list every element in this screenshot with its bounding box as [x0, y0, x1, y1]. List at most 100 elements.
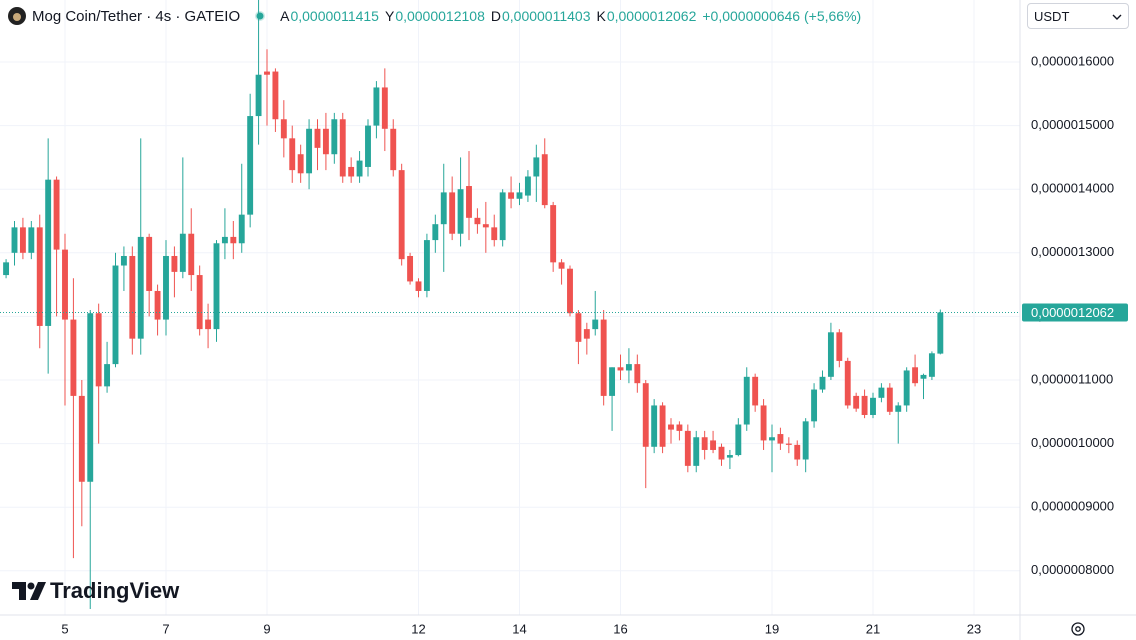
- candle-body: [701, 437, 708, 450]
- candle-body: [508, 192, 515, 199]
- candle-body: [365, 125, 371, 167]
- candle-body: [516, 192, 523, 199]
- candle-body: [676, 424, 683, 431]
- currency-select[interactable]: USDT: [1027, 3, 1129, 29]
- candle-body: [642, 383, 649, 447]
- candle-body: [844, 360, 851, 406]
- candle-body: [297, 154, 304, 174]
- candle-body: [802, 421, 809, 460]
- candle-body: [592, 319, 599, 330]
- candle-body: [3, 262, 10, 276]
- candle-body: [289, 138, 296, 171]
- candle-body: [129, 255, 136, 339]
- ohlc-value: 0,0000011403: [501, 8, 591, 24]
- y-tick-label: 0,0000013000: [1031, 244, 1114, 259]
- candle-body: [937, 312, 944, 354]
- candle-body: [78, 395, 85, 482]
- settings-ring: [1071, 622, 1085, 636]
- y-tick-label: 0,0000015000: [1031, 117, 1114, 132]
- candle-body: [912, 367, 919, 384]
- candle-body: [886, 387, 893, 412]
- candle-body: [895, 405, 902, 412]
- ohlc-value: 0,0000012108: [395, 8, 485, 24]
- candle-body: [735, 424, 742, 456]
- candle-body: [171, 255, 178, 272]
- legend: Mog Coin/Tether · 4s · GATEIO A 0,0000011…: [8, 5, 867, 27]
- candle-body: [836, 332, 843, 361]
- watermark: TradingView: [12, 578, 179, 604]
- candle-body: [62, 249, 68, 320]
- candle-body: [583, 329, 590, 339]
- candle-body: [322, 128, 329, 155]
- candle-body: [541, 154, 548, 206]
- candle-body: [95, 313, 102, 387]
- chevron: [1112, 14, 1122, 20]
- ohlc-label: A: [280, 8, 290, 24]
- candle-body: [196, 275, 203, 330]
- x-tick-label: 7: [162, 621, 169, 636]
- candle-body: [718, 446, 725, 460]
- change: +0,0000000646 (+5,66%): [702, 8, 862, 24]
- symbol-title: Mog Coin/Tether · 4s · GATEIO: [32, 7, 241, 25]
- candle-body: [752, 376, 759, 406]
- y-tick-label: 0,0000009000: [1031, 499, 1114, 514]
- candle-body: [247, 116, 254, 215]
- candle-body: [878, 387, 885, 398]
- candle-body: [726, 455, 733, 458]
- candle-body: [179, 233, 186, 272]
- candle-body: [45, 179, 52, 326]
- candle-body: [524, 176, 531, 196]
- y-tick-label: 0,0000008000: [1031, 562, 1114, 577]
- candle-body: [575, 313, 582, 342]
- candle-body: [567, 268, 573, 314]
- candle-body: [339, 119, 346, 177]
- candle-body: [474, 217, 481, 225]
- candle-body: [348, 166, 355, 177]
- candle-body: [466, 186, 472, 218]
- candle-body: [331, 119, 338, 155]
- candle-body: [70, 319, 77, 396]
- candle-body: [28, 227, 35, 253]
- y-tick-label: 0,0000011000: [1031, 371, 1113, 386]
- candle-body: [255, 74, 262, 117]
- candle-body: [811, 389, 818, 422]
- candle-body: [120, 255, 127, 266]
- candle-body: [272, 71, 279, 120]
- symbol-logo: [8, 7, 26, 25]
- ohlc-label: K: [596, 8, 606, 24]
- candle-body: [356, 160, 363, 177]
- candle-body: [600, 319, 607, 396]
- candle-body: [390, 128, 397, 171]
- settings-icon[interactable]: [1071, 622, 1085, 636]
- candle-body: [819, 376, 826, 390]
- ohlc-label: D: [490, 8, 501, 24]
- candle-body: [407, 255, 414, 282]
- price-tag-label: 0,0000012062: [1031, 305, 1114, 320]
- candle-body: [651, 405, 658, 447]
- candle-body: [440, 192, 447, 225]
- x-tick-label: 16: [613, 621, 627, 636]
- candle-body: [449, 192, 456, 234]
- candle-body: [280, 119, 287, 139]
- candle-body: [625, 364, 632, 371]
- watermark-text: TradingView: [50, 578, 180, 603]
- candle-body: [306, 128, 313, 174]
- candle-body: [609, 367, 616, 396]
- y-tick-label: 0,0000010000: [1031, 435, 1114, 450]
- candle-body: [415, 281, 422, 291]
- candle-body: [11, 227, 18, 253]
- x-tick-label: 21: [866, 621, 880, 636]
- candle-body: [432, 224, 439, 241]
- candle-body: [398, 170, 405, 260]
- candle-body: [87, 313, 94, 482]
- x-tick-label: 23: [967, 621, 981, 636]
- watermark-logo: [12, 582, 46, 600]
- candle-body: [794, 444, 801, 460]
- candle-body: [112, 265, 119, 365]
- candle-body: [617, 367, 624, 371]
- y-tick-label: 0,0000016000: [1031, 53, 1114, 68]
- candle-body: [558, 262, 565, 269]
- candle-body: [146, 236, 153, 291]
